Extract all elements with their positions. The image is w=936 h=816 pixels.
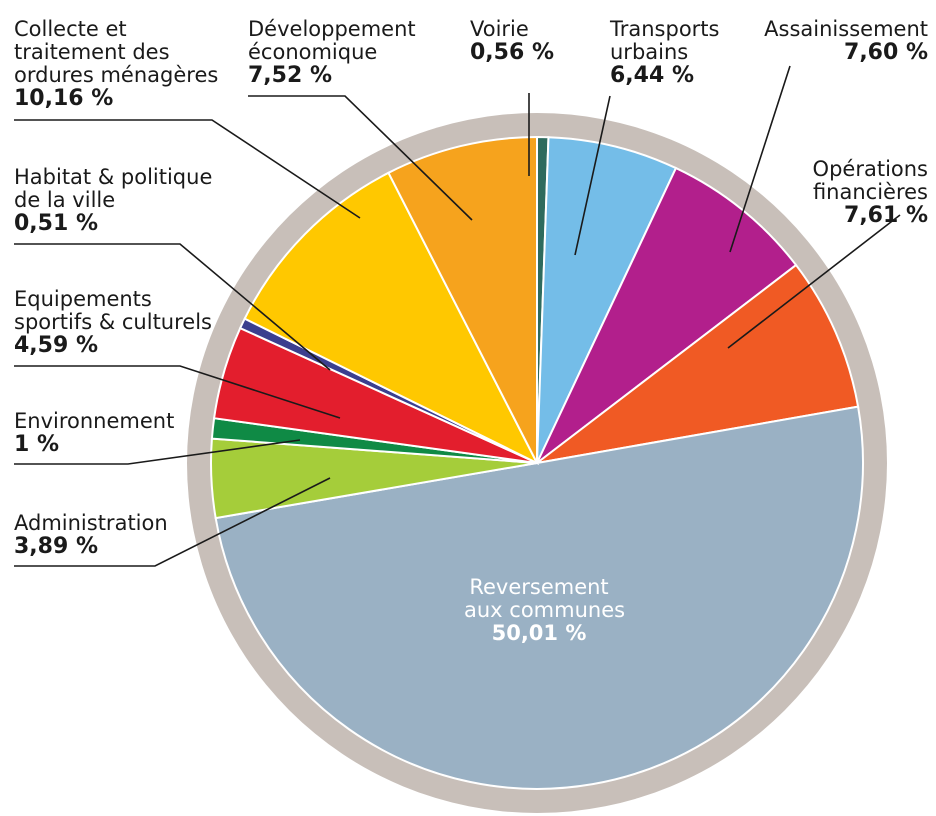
pie-slice-10	[387, 135, 538, 464]
label-collecte: Collecte et traitement des ordures ménag…	[14, 17, 219, 111]
label-env-pct: 1 %	[14, 432, 60, 457]
label-operations-pct: 7,61 %	[844, 203, 928, 228]
label-reversement-pct: 50,01 %	[491, 621, 587, 645]
leader-line-operations	[727, 214, 901, 349]
label-operations: Opérations financières 7,61 %	[812, 157, 928, 228]
label-voirie-pct: 0,56 %	[470, 40, 554, 65]
label-assain: Assainissement 7,60 %	[764, 17, 928, 65]
leader-line-admin	[14, 477, 331, 567]
leader-line-equip	[14, 365, 341, 419]
label-voirie: Voirie 0,56 %	[470, 17, 554, 65]
label-reversement: Reversement aux communes 50,01 %	[464, 575, 626, 645]
label-reversement-line2: aux communes	[464, 598, 626, 622]
label-env-line1: Environnement	[14, 409, 175, 433]
pie-slices	[210, 135, 864, 790]
pie-slice-4	[214, 405, 864, 790]
leader-line-collecte	[14, 119, 361, 219]
leader-line-transports	[574, 95, 611, 256]
label-reversement-line1: Reversement	[469, 575, 609, 599]
label-habitat-pct: 0,51 %	[14, 211, 98, 236]
label-voirie-line1: Voirie	[470, 17, 529, 41]
label-transports: Transports urbains 6,44 %	[610, 17, 720, 88]
leader-line-dev	[248, 95, 473, 221]
pie-slice-1	[536, 136, 678, 464]
label-env: Environnement 1 %	[14, 409, 175, 457]
label-assain-line1: Assainissement	[764, 17, 928, 41]
label-equip-line2: sportifs & culturels	[14, 310, 212, 334]
label-dev: Développement économique 7,52 %	[248, 17, 416, 88]
label-dev-line1: Développement	[248, 17, 416, 41]
label-transports-pct: 6,44 %	[610, 63, 694, 88]
label-habitat-line2: de la ville	[14, 188, 116, 212]
label-collecte-line3: ordures ménagères	[14, 63, 219, 87]
label-dev-line2: économique	[248, 40, 378, 64]
label-admin: Administration 3,89 %	[14, 511, 168, 559]
label-admin-line1: Administration	[14, 511, 168, 535]
pie-slice-2	[536, 166, 798, 464]
pie-slice-3	[536, 263, 860, 464]
label-collecte-pct: 10,16 %	[14, 86, 114, 111]
label-operations-line2: financières	[812, 180, 928, 204]
label-habitat-line1: Habitat & politique	[14, 165, 213, 189]
label-admin-pct: 3,89 %	[14, 534, 98, 559]
label-assain-pct: 7,60 %	[844, 40, 928, 65]
leader-line-assain	[729, 65, 791, 253]
label-operations-line1: Opérations	[812, 157, 928, 181]
label-transports-line1: Transports	[610, 17, 720, 41]
label-collecte-line1: Collecte et	[14, 17, 127, 41]
pie-slice-9	[243, 171, 540, 466]
label-transports-line2: urbains	[610, 40, 689, 64]
label-equip-line1: Equipements	[14, 287, 152, 311]
label-collecte-line2: traitement des	[14, 40, 170, 64]
label-equip: Equipements sportifs & culturels 4,59 %	[14, 287, 212, 358]
label-habitat: Habitat & politique de la ville 0,51 %	[14, 165, 213, 236]
leader-line-habitat	[14, 243, 331, 371]
label-equip-pct: 4,59 %	[14, 333, 98, 358]
leader-lines	[14, 65, 901, 567]
leader-line-env	[14, 439, 301, 465]
label-dev-pct: 7,52 %	[248, 63, 332, 88]
